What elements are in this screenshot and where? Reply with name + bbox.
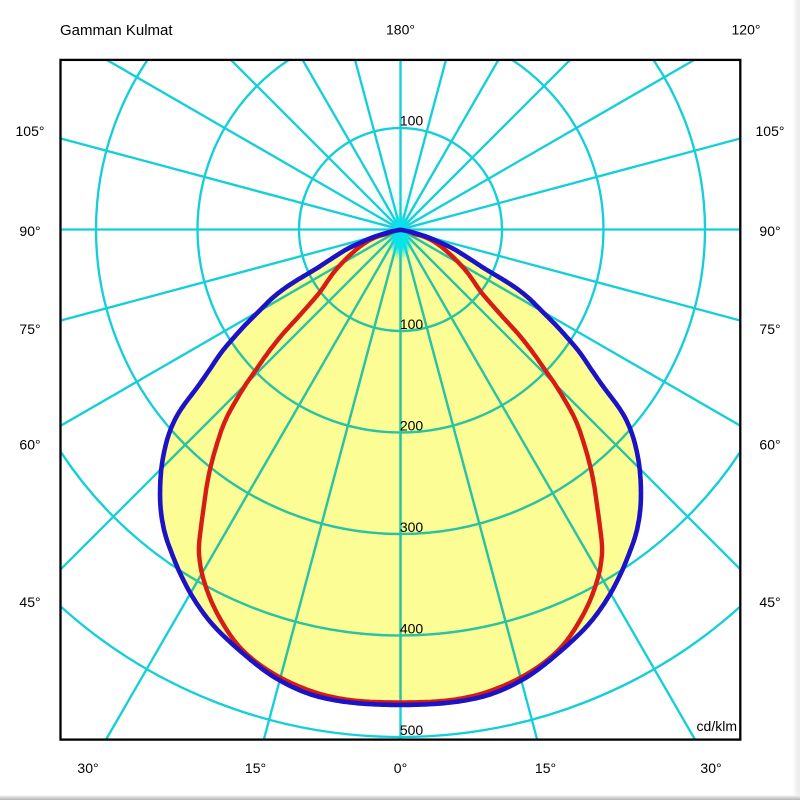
svg-text:200: 200 <box>400 418 424 434</box>
svg-text:180°: 180° <box>386 22 415 38</box>
svg-text:0°: 0° <box>394 760 407 776</box>
svg-text:Gamman Kulmat: Gamman Kulmat <box>60 22 173 39</box>
svg-text:15°: 15° <box>245 760 266 776</box>
svg-text:400: 400 <box>400 621 424 637</box>
svg-text:60°: 60° <box>759 436 780 452</box>
svg-text:30°: 30° <box>700 760 721 776</box>
svg-text:90°: 90° <box>19 223 40 239</box>
svg-text:500: 500 <box>400 722 424 738</box>
svg-text:15°: 15° <box>535 760 556 776</box>
svg-text:100: 100 <box>400 112 424 128</box>
svg-text:105°: 105° <box>16 123 45 139</box>
svg-text:60°: 60° <box>19 436 40 452</box>
svg-text:45°: 45° <box>19 594 40 610</box>
svg-text:90°: 90° <box>759 223 780 239</box>
svg-text:105°: 105° <box>756 123 785 139</box>
svg-text:300: 300 <box>400 519 424 535</box>
svg-text:120°: 120° <box>732 22 761 38</box>
svg-text:75°: 75° <box>19 321 40 337</box>
svg-text:cd/klm: cd/klm <box>697 718 737 734</box>
svg-text:45°: 45° <box>759 594 780 610</box>
svg-text:30°: 30° <box>77 760 98 776</box>
svg-text:75°: 75° <box>759 321 780 337</box>
svg-text:100: 100 <box>400 316 424 332</box>
